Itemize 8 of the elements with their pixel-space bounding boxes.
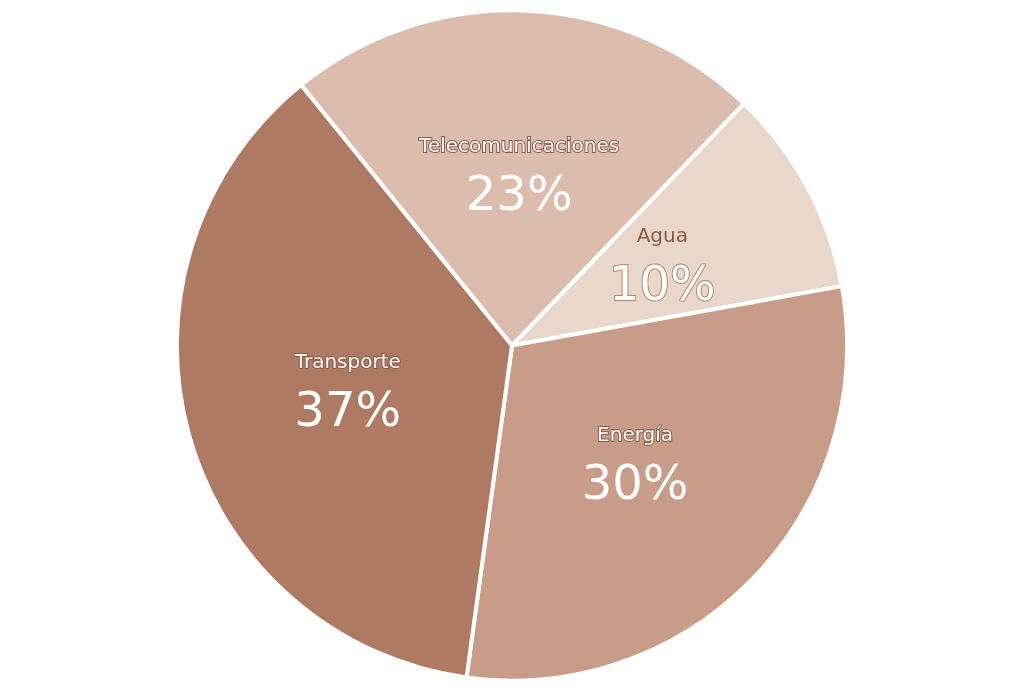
slice-label: Energía (597, 421, 674, 446)
slice-label: Telecomunicaciones (418, 133, 620, 158)
data-label: 37% (294, 381, 402, 438)
data-label: 10% (608, 254, 716, 311)
slice-label: Transporte (293, 349, 401, 374)
data-label: 30% (581, 453, 689, 510)
slice-label: Agua (636, 222, 688, 247)
data-label: 23% (465, 165, 573, 222)
